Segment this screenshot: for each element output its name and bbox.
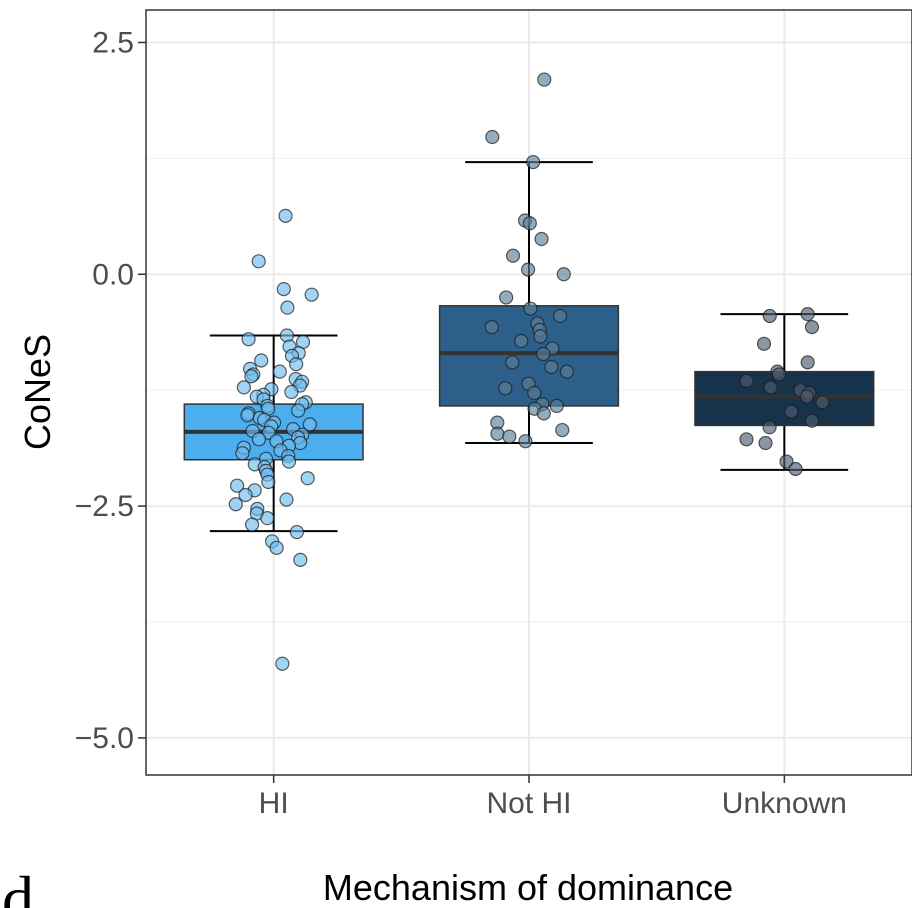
data-point [289,357,304,372]
data-point [291,403,306,418]
data-point [556,267,571,282]
data-point [555,422,570,438]
data-point [279,492,294,507]
data-point [779,454,794,469]
data-point [241,332,256,347]
data-point [537,72,552,87]
data-point [536,406,551,421]
data-point [505,355,520,370]
data-point [544,359,559,375]
data-point [788,461,803,477]
data-point [800,355,815,370]
y-tick-label: 2.5 [92,26,134,59]
data-point [485,129,500,145]
data-point [526,154,541,170]
data-point [756,336,772,351]
data-point [534,231,549,247]
data-point [238,487,253,503]
data-point [559,364,575,379]
y-axis: 2.5 0.0 −2.5 −5.0 [75,26,146,755]
data-point [300,471,315,486]
data-point [236,380,251,395]
data-point [230,478,245,493]
data-point [536,346,551,362]
data-point [502,429,517,444]
data-point [800,307,815,322]
data-point [251,254,266,269]
data-point [276,282,291,297]
data-point [739,432,754,447]
boxes [183,305,875,461]
data-point [762,308,777,324]
x-axis: HI Not HI Unknown [259,775,847,820]
data-point [804,413,819,428]
data-point [275,656,290,671]
y-tick-label: −2.5 [75,490,134,523]
data-point [302,417,317,432]
data-point [763,380,778,395]
data-point [522,216,537,231]
data-point [261,474,276,490]
data-point [771,367,787,382]
data-point [260,511,275,526]
data-point [739,373,754,389]
data-point [278,208,293,223]
x-tick-label: HI [259,787,289,820]
data-point [235,446,250,461]
data-point [281,454,297,469]
data-point [280,300,295,315]
y-tick-label: 0.0 [92,258,134,291]
data-point [520,262,536,277]
data-point [518,434,533,449]
data-point [304,287,319,302]
x-axis-title: Mechanism of dominance [323,867,733,908]
data-point [784,404,799,419]
data-point [527,385,542,401]
data-point [762,420,777,435]
data-point [272,364,287,379]
data-point [815,395,830,410]
y-axis-title: CoNeS [17,334,58,450]
data-point [490,426,505,441]
data-point [758,435,773,451]
y-tick-label: −5.0 [75,722,134,755]
data-point [523,301,538,316]
data-point [499,290,514,305]
data-point [244,517,260,532]
data-point [240,408,255,423]
data-point [484,320,499,335]
data-point [284,384,299,400]
data-point [254,353,269,368]
data-point [498,381,513,396]
data-point [505,248,521,263]
data-point [269,540,284,555]
data-point [533,329,548,344]
data-point [804,320,820,335]
data-point [799,389,814,404]
data-point [514,333,529,349]
data-point [244,369,259,384]
x-tick-label: Not HI [486,787,571,820]
data-point [289,524,304,540]
data-point [549,398,564,414]
data-point [228,497,243,512]
data-points [228,72,830,671]
panel-label: d [2,863,34,908]
data-point [553,308,568,324]
data-point [293,552,308,567]
data-point [251,432,267,447]
x-tick-label: Unknown [722,787,847,820]
